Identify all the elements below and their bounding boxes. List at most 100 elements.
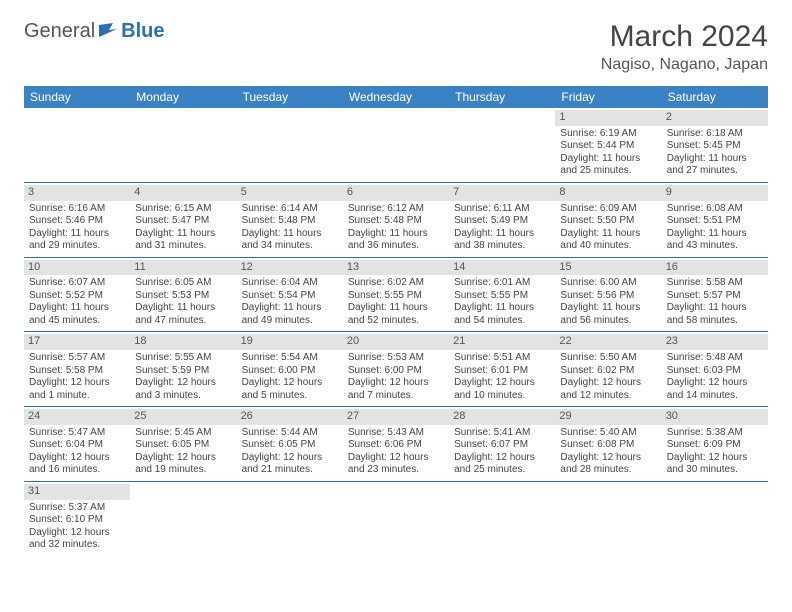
calendar-cell: 3Sunrise: 6:16 AMSunset: 5:46 PMDaylight… xyxy=(24,182,130,257)
day-number: 23 xyxy=(662,334,768,350)
sunrise-text: Sunrise: 5:50 AM xyxy=(560,352,656,365)
daylight-text: Daylight: 12 hours and 14 minutes. xyxy=(667,377,763,402)
calendar-cell: . xyxy=(237,481,343,555)
daylight-text: Daylight: 11 hours and 49 minutes. xyxy=(242,302,338,327)
calendar-cell: 10Sunrise: 6:07 AMSunset: 5:52 PMDayligh… xyxy=(24,257,130,332)
day-number: 6 xyxy=(343,185,449,201)
sunset-text: Sunset: 5:55 PM xyxy=(454,290,550,303)
sunrise-text: Sunrise: 6:16 AM xyxy=(29,203,125,216)
daylight-text: Daylight: 11 hours and 31 minutes. xyxy=(135,228,231,253)
daylight-text: Daylight: 11 hours and 56 minutes. xyxy=(560,302,656,327)
calendar-cell: 16Sunrise: 5:58 AMSunset: 5:57 PMDayligh… xyxy=(662,257,768,332)
sunrise-text: Sunrise: 5:54 AM xyxy=(242,352,338,365)
calendar-cell: . xyxy=(449,108,555,182)
day-number: 14 xyxy=(449,260,555,276)
daylight-text: Daylight: 12 hours and 23 minutes. xyxy=(348,452,444,477)
calendar-cell: 8Sunrise: 6:09 AMSunset: 5:50 PMDaylight… xyxy=(555,182,661,257)
sunrise-text: Sunrise: 6:09 AM xyxy=(560,203,656,216)
sunset-text: Sunset: 6:05 PM xyxy=(135,439,231,452)
daylight-text: Daylight: 11 hours and 27 minutes. xyxy=(667,153,763,178)
sunset-text: Sunset: 5:45 PM xyxy=(667,140,763,153)
daylight-text: Daylight: 12 hours and 12 minutes. xyxy=(560,377,656,402)
sunrise-text: Sunrise: 5:40 AM xyxy=(560,427,656,440)
day-number: 17 xyxy=(24,334,130,350)
sunset-text: Sunset: 5:58 PM xyxy=(29,365,125,378)
sunset-text: Sunset: 5:52 PM xyxy=(29,290,125,303)
sunrise-text: Sunrise: 6:08 AM xyxy=(667,203,763,216)
daylight-text: Daylight: 11 hours and 36 minutes. xyxy=(348,228,444,253)
calendar-cell: 9Sunrise: 6:08 AMSunset: 5:51 PMDaylight… xyxy=(662,182,768,257)
day-number: 20 xyxy=(343,334,449,350)
sunset-text: Sunset: 6:02 PM xyxy=(560,365,656,378)
calendar-cell: 12Sunrise: 6:04 AMSunset: 5:54 PMDayligh… xyxy=(237,257,343,332)
calendar-cell: 5Sunrise: 6:14 AMSunset: 5:48 PMDaylight… xyxy=(237,182,343,257)
calendar-cell: 19Sunrise: 5:54 AMSunset: 6:00 PMDayligh… xyxy=(237,332,343,407)
calendar-cell: . xyxy=(343,108,449,182)
sunset-text: Sunset: 5:53 PM xyxy=(135,290,231,303)
sunrise-text: Sunrise: 6:01 AM xyxy=(454,277,550,290)
day-header: Thursday xyxy=(449,86,555,108)
calendar-cell: 26Sunrise: 5:44 AMSunset: 6:05 PMDayligh… xyxy=(237,407,343,482)
day-number: 7 xyxy=(449,185,555,201)
sunrise-text: Sunrise: 5:41 AM xyxy=(454,427,550,440)
day-number: 2 xyxy=(662,110,768,126)
calendar-cell: . xyxy=(555,481,661,555)
header: General Blue March 2024 Nagiso, Nagano, … xyxy=(24,20,768,74)
calendar-row: 17Sunrise: 5:57 AMSunset: 5:58 PMDayligh… xyxy=(24,332,768,407)
day-number: 10 xyxy=(24,260,130,276)
sunrise-text: Sunrise: 6:19 AM xyxy=(560,128,656,141)
calendar-cell: 4Sunrise: 6:15 AMSunset: 5:47 PMDaylight… xyxy=(130,182,236,257)
sunrise-text: Sunrise: 5:48 AM xyxy=(667,352,763,365)
day-header: Friday xyxy=(555,86,661,108)
calendar-cell: 25Sunrise: 5:45 AMSunset: 6:05 PMDayligh… xyxy=(130,407,236,482)
logo: General Blue xyxy=(24,20,165,43)
calendar-cell: 30Sunrise: 5:38 AMSunset: 6:09 PMDayligh… xyxy=(662,407,768,482)
logo-text-2: Blue xyxy=(121,20,164,43)
sunrise-text: Sunrise: 6:00 AM xyxy=(560,277,656,290)
daylight-text: Daylight: 12 hours and 3 minutes. xyxy=(135,377,231,402)
sunset-text: Sunset: 6:00 PM xyxy=(348,365,444,378)
calendar-cell: . xyxy=(343,481,449,555)
calendar-row: 10Sunrise: 6:07 AMSunset: 5:52 PM Dayligh… xyxy=(24,257,768,332)
sunset-text: Sunset: 6:01 PM xyxy=(454,365,550,378)
day-number: 5 xyxy=(237,185,343,201)
calendar-cell: . xyxy=(130,108,236,182)
sunrise-text: Sunrise: 5:55 AM xyxy=(135,352,231,365)
sunrise-text: Sunrise: 5:53 AM xyxy=(348,352,444,365)
calendar-cell: 21Sunrise: 5:51 AMSunset: 6:01 PMDayligh… xyxy=(449,332,555,407)
sunset-text: Sunset: 5:54 PM xyxy=(242,290,338,303)
sunset-text: Sunset: 6:10 PM xyxy=(29,514,125,527)
sunset-text: Sunset: 5:48 PM xyxy=(348,215,444,228)
calendar-cell: 28Sunrise: 5:41 AMSunset: 6:07 PMDayligh… xyxy=(449,407,555,482)
daylight-text: Daylight: 11 hours and 52 minutes. xyxy=(348,302,444,327)
day-number: 16 xyxy=(662,260,768,276)
daylight-text: Daylight: 12 hours and 5 minutes. xyxy=(242,377,338,402)
sunset-text: Sunset: 5:57 PM xyxy=(667,290,763,303)
day-number: 27 xyxy=(343,409,449,425)
flag-icon xyxy=(99,20,119,43)
day-number: 25 xyxy=(130,409,236,425)
sunset-text: Sunset: 5:49 PM xyxy=(454,215,550,228)
daylight-text: Daylight: 12 hours and 21 minutes. xyxy=(242,452,338,477)
sunset-text: Sunset: 6:04 PM xyxy=(29,439,125,452)
calendar-row: 31Sunrise: 5:37 AMSunset: 6:10 PMDayligh… xyxy=(24,481,768,555)
day-number: 28 xyxy=(449,409,555,425)
sunrise-text: Sunrise: 5:45 AM xyxy=(135,427,231,440)
page-title: March 2024 xyxy=(601,20,768,54)
calendar-row: .....1Sunrise: 6:19 AMSunset: 5:44 PMDay… xyxy=(24,108,768,182)
calendar-cell: . xyxy=(237,108,343,182)
sunrise-text: Sunrise: 6:07 AM xyxy=(29,277,125,290)
calendar-cell: 11Sunrise: 6:05 AMSunset: 5:53 PMDayligh… xyxy=(130,257,236,332)
sunrise-text: Sunrise: 5:51 AM xyxy=(454,352,550,365)
daylight-text: Daylight: 11 hours and 43 minutes. xyxy=(667,228,763,253)
calendar-cell: 29Sunrise: 5:40 AMSunset: 6:08 PMDayligh… xyxy=(555,407,661,482)
sunset-text: Sunset: 5:51 PM xyxy=(667,215,763,228)
sunrise-text: Sunrise: 5:38 AM xyxy=(667,427,763,440)
calendar-cell: 6Sunrise: 6:12 AMSunset: 5:48 PMDaylight… xyxy=(343,182,449,257)
daylight-text: Daylight: 12 hours and 28 minutes. xyxy=(560,452,656,477)
day-number: 1 xyxy=(555,110,661,126)
day-header: Sunday xyxy=(24,86,130,108)
sunset-text: Sunset: 6:09 PM xyxy=(667,439,763,452)
sunset-text: Sunset: 6:00 PM xyxy=(242,365,338,378)
sunset-text: Sunset: 6:08 PM xyxy=(560,439,656,452)
